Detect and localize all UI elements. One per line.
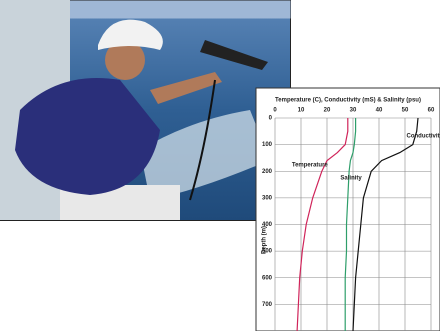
series-label: Temperature bbox=[292, 163, 329, 169]
series-label: Salinity bbox=[340, 176, 362, 182]
x-tick-label: 60 bbox=[428, 108, 435, 114]
y-tick-label: 100 bbox=[262, 142, 273, 148]
x-tick-label: 20 bbox=[324, 108, 331, 114]
page: Temperature (C), Conductivity (mS) & Sal… bbox=[0, 0, 440, 331]
y-tick-label: 500 bbox=[262, 249, 273, 255]
chart-title: Temperature (C), Conductivity (mS) & Sal… bbox=[275, 98, 421, 104]
photo bbox=[0, 0, 291, 221]
series-label: Conductivity bbox=[407, 134, 440, 140]
x-tick-label: 10 bbox=[298, 108, 305, 114]
y-tick-label: 400 bbox=[262, 222, 273, 228]
y-tick-label: 200 bbox=[262, 169, 273, 175]
x-tick-label: 30 bbox=[350, 108, 357, 114]
y-tick-label: 300 bbox=[262, 195, 273, 201]
y-tick-label: 600 bbox=[262, 275, 273, 281]
x-tick-label: 50 bbox=[402, 108, 409, 114]
y-tick-label: 700 bbox=[262, 302, 273, 308]
x-tick-label: 40 bbox=[376, 108, 383, 114]
